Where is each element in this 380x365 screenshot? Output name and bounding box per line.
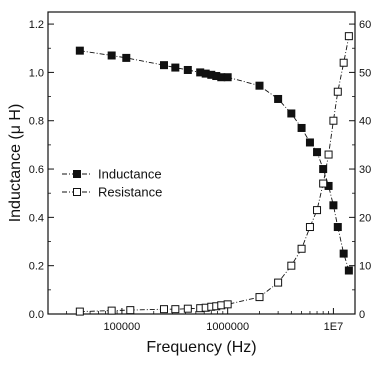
data-point-resistance [324,150,333,159]
y2-tick-label: 30 [359,164,371,176]
data-point-resistance [344,32,353,41]
data-point-inductance [274,94,283,103]
series-line-inductance [79,50,350,271]
data-point-inductance [333,223,342,232]
legend-label: Resistance [98,185,162,200]
data-point-resistance [171,305,180,314]
y-tick-label: 1.0 [29,67,44,79]
data-point-resistance [255,293,264,302]
legend-label: Inductance [98,167,162,182]
y-tick-label: 0.8 [29,116,44,128]
plot-frame [47,11,356,315]
legend: Inductance Resistance [62,167,162,200]
y2-tick-label: 0 [359,309,365,321]
y2-tick-label: 60 [359,19,371,31]
series-layer [75,32,353,316]
data-point-resistance [305,223,314,232]
data-point-inductance [183,65,192,74]
data-point-resistance [313,206,322,215]
y-tick-label: 0.2 [29,261,44,273]
data-point-inductance [75,46,84,55]
x-tick-label: 1000000 [206,321,249,333]
legend-marker-resistance [73,188,81,196]
data-point-resistance [75,307,84,316]
y-tick-label: 0.0 [29,309,44,321]
data-point-resistance [339,58,348,67]
data-point-resistance [319,179,328,188]
data-point-resistance [297,244,306,253]
data-point-inductance [223,73,232,82]
y2-tick-label: 50 [359,67,371,79]
y2-tick-label: 10 [359,261,371,273]
data-point-inductance [171,63,180,72]
data-point-resistance [223,300,232,309]
data-point-inductance [159,61,168,70]
data-point-inductance [319,165,328,174]
data-point-resistance [333,87,342,96]
y-axis-title: Inductance (μ H) [7,104,24,223]
data-point-resistance [107,306,116,315]
data-point-resistance [329,116,338,125]
plot-area-border [47,11,356,315]
series-inductance [75,46,353,275]
data-point-inductance [287,109,296,118]
axis-ticks: 100000 1000000 1E7 0.0 0.2 0.4 0.6 0.8 1.0 1.2 0 10… [29,19,372,333]
data-point-inductance [122,53,131,62]
data-point-resistance [126,306,135,315]
data-point-resistance [287,261,296,270]
data-point-inductance [107,51,116,60]
data-point-inductance [255,81,264,90]
x-axis-title: Frequency (Hz) [146,339,256,356]
y-tick-label: 0.4 [29,212,44,224]
x-tick-label: 1E7 [324,321,344,333]
data-point-inductance [329,201,338,210]
y-tick-label: 0.6 [29,164,44,176]
y2-tick-label: 20 [359,212,371,224]
data-point-inductance [305,138,314,147]
data-point-resistance [159,305,168,314]
data-point-resistance [183,304,192,313]
legend-marker-inductance [73,170,81,178]
x-tick-label: 100000 [104,321,141,333]
data-point-inductance [339,249,348,258]
series-resistance [75,32,353,316]
y-tick-label: 1.2 [29,19,44,31]
data-point-inductance [344,266,353,275]
data-point-inductance [313,148,322,157]
data-point-inductance [297,123,306,132]
y2-tick-label: 40 [359,116,371,128]
data-point-resistance [274,278,283,287]
